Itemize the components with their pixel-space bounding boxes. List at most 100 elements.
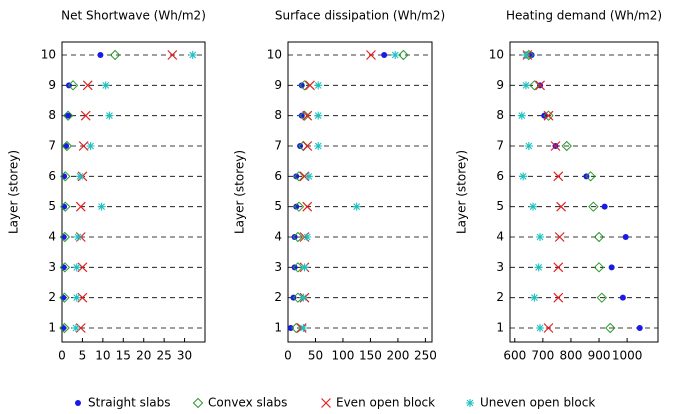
y-tick-label: 1 (496, 321, 504, 335)
data-point (529, 80, 540, 91)
x-tick-label: 700 (531, 349, 554, 363)
data-point (292, 231, 304, 243)
data-point (298, 82, 305, 89)
data-point (596, 292, 608, 303)
data-point (554, 232, 565, 242)
legend-marker (75, 400, 81, 406)
x-tick-label: 0 (58, 349, 66, 363)
y-tick-label: 3 (274, 260, 282, 274)
data-point (71, 324, 80, 332)
y-tick-label: 10 (41, 48, 56, 62)
data-point (381, 52, 388, 58)
x-tick-label: 10 (95, 349, 110, 363)
data-point (528, 52, 535, 58)
y-tick-label: 7 (274, 139, 282, 153)
data-point (80, 110, 91, 121)
legend-label: Even open block (336, 396, 435, 410)
x-tick-label: 50 (308, 349, 323, 363)
data-point (97, 52, 104, 58)
data-point (72, 263, 81, 272)
data-point (60, 294, 67, 301)
panel-title: Net Shortwave (Wh/m2) (61, 9, 206, 23)
data-point (297, 143, 304, 149)
data-point (524, 142, 533, 150)
y-tick-label: 5 (274, 199, 282, 213)
x-tick-label: 5 (79, 349, 87, 363)
y-tick-label: 4 (48, 230, 56, 244)
data-point (304, 172, 313, 181)
y-tick-label: 2 (48, 290, 56, 304)
x-tick-label: 30 (177, 349, 192, 363)
data-point (293, 171, 305, 182)
data-point (167, 50, 178, 60)
y-tick-label: 7 (496, 139, 504, 153)
data-point (352, 202, 361, 211)
data-point (59, 292, 70, 303)
data-point (59, 322, 70, 334)
data-point (86, 142, 95, 150)
data-point (101, 81, 110, 90)
data-point (293, 203, 300, 210)
data-point (522, 81, 531, 90)
data-point (78, 141, 89, 151)
y-tick-label: 8 (48, 108, 56, 122)
y-tick-label: 5 (48, 199, 56, 213)
y-tick-label: 8 (496, 108, 504, 122)
data-point (60, 325, 67, 331)
data-point (553, 292, 564, 303)
data-point (314, 142, 323, 150)
data-point (588, 201, 599, 212)
data-point (97, 202, 106, 211)
x-tick-label: 20 (136, 349, 151, 363)
data-point (519, 172, 528, 181)
data-point (585, 171, 596, 182)
data-point (605, 322, 616, 334)
data-point (530, 293, 539, 302)
data-point (314, 81, 323, 90)
y-axis-label: Layer (storey) (455, 150, 469, 234)
data-point (522, 51, 531, 59)
x-tick-label: 250 (414, 349, 437, 363)
plot-frame (287, 41, 433, 343)
data-point (60, 201, 71, 212)
y-tick-label: 3 (496, 260, 504, 274)
x-tick-label: 15 (116, 349, 131, 363)
data-point (61, 173, 68, 180)
data-point (292, 292, 304, 303)
data-point (105, 111, 114, 120)
data-point (188, 51, 197, 59)
legend-label: Uneven open block (480, 396, 595, 410)
data-point (302, 141, 313, 151)
data-point (292, 262, 304, 273)
data-point (529, 202, 538, 211)
data-point (299, 110, 310, 121)
data-point (291, 322, 302, 334)
y-tick-label: 6 (496, 169, 504, 183)
y-tick-label: 4 (274, 230, 282, 244)
legend-label: Straight slabs (88, 396, 171, 410)
panel-title: Surface dissipation (Wh/m2) (275, 9, 445, 23)
x-tick-label: 0 (284, 349, 292, 363)
x-tick-label: 25 (157, 349, 172, 363)
legend-label: Convex slabs (208, 396, 287, 410)
data-point (534, 263, 543, 272)
x-tick-label: 200 (386, 349, 409, 363)
data-point (302, 201, 313, 212)
y-tick-label: 9 (496, 78, 504, 92)
data-point (298, 112, 305, 119)
y-axis-label: Layer (storey) (233, 150, 247, 234)
data-point (302, 110, 313, 121)
data-point (543, 110, 554, 121)
data-point (303, 233, 312, 241)
data-point (550, 141, 561, 151)
data-point (291, 264, 298, 271)
y-tick-label: 6 (274, 169, 282, 183)
data-point (72, 293, 81, 302)
x-tick-label: 800 (559, 349, 582, 363)
y-tick-label: 10 (489, 48, 504, 62)
y-tick-label: 1 (274, 321, 282, 335)
data-point (366, 50, 376, 60)
x-tick-label: 1000 (612, 349, 643, 363)
y-tick-label: 4 (496, 230, 504, 244)
